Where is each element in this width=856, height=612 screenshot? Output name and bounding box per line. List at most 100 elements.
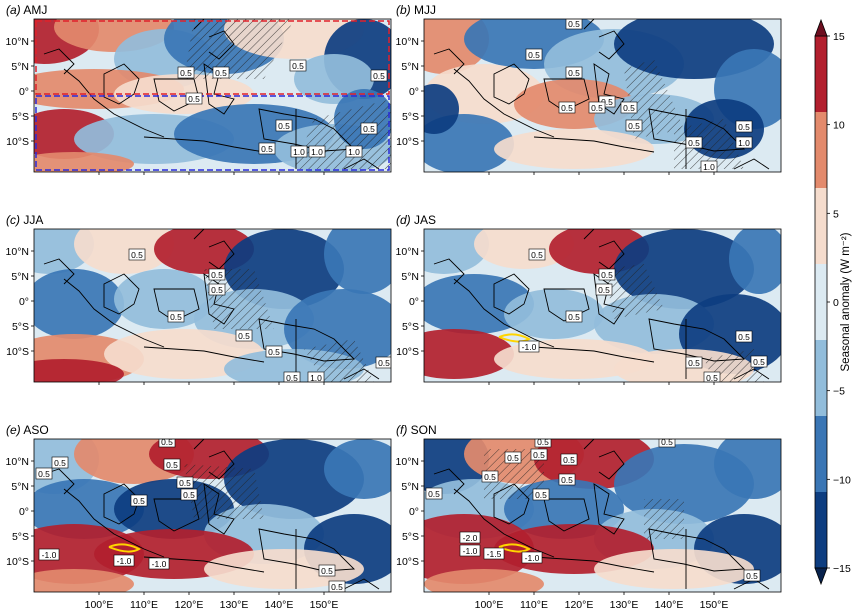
lon-tick-label: 140°E	[655, 599, 684, 611]
svg-text:0.5: 0.5	[238, 331, 250, 341]
coastline	[583, 19, 625, 60]
contour-label: 0.5	[625, 119, 643, 132]
coastline	[543, 498, 590, 532]
contour-label: 1.0	[308, 145, 326, 158]
lat-tick-label: 5°N	[11, 61, 29, 73]
contour-label: 1.0	[700, 160, 718, 172]
svg-text:0.5: 0.5	[363, 124, 375, 134]
contour-label: 0.5	[180, 488, 198, 501]
coastline	[453, 488, 555, 558]
colorbar-segment	[815, 112, 827, 188]
coastline	[153, 78, 200, 112]
contour-label: 1.0	[307, 371, 325, 382]
svg-text:0.5: 0.5	[568, 68, 580, 78]
significance-hatching	[604, 264, 664, 319]
coastline	[648, 108, 746, 152]
anomaly-field-blob	[74, 229, 174, 274]
contour-label: 0.5	[167, 310, 185, 323]
contour-label: 0.5	[565, 66, 583, 79]
panel-title: (d) JAS	[396, 213, 436, 227]
svg-text:0.5: 0.5	[286, 373, 298, 383]
coastline	[433, 258, 465, 285]
coastline	[543, 78, 590, 112]
svg-text:0.5: 0.5	[180, 68, 192, 78]
svg-text:0.5: 0.5	[591, 103, 603, 113]
lat-tick-label: 5°S	[12, 531, 29, 543]
contour-label: 1.0	[290, 145, 308, 158]
coastline	[453, 68, 555, 138]
svg-text:0.5: 0.5	[533, 450, 545, 460]
lon-tick-label: 100°E	[475, 599, 504, 611]
anomaly-field-blob	[424, 329, 514, 379]
contour-label: 0.5	[532, 488, 550, 501]
lat-tick-label: 0°	[19, 506, 29, 518]
svg-text:-1.0: -1.0	[117, 556, 132, 566]
colorbar: 15 10 5 0 −5 −10 −15 Seasonal anomaly (W m⁻²)	[814, 18, 852, 586]
colorbar-tick-label: 15	[833, 31, 845, 43]
coastline	[648, 318, 746, 362]
coastline	[433, 468, 465, 495]
coastline	[143, 346, 265, 363]
panel-frame	[33, 228, 392, 383]
contour-label: 0.5	[265, 345, 283, 358]
colorbar-tick-label: 5	[833, 208, 839, 220]
contour-label: 0.5	[375, 356, 391, 369]
lat-tick-label: 5°N	[11, 481, 29, 493]
colorbar-top-arrow	[814, 18, 828, 37]
lat-tick-label: 10°N	[396, 246, 419, 258]
coastline	[63, 278, 165, 348]
contour-label: 0.5	[598, 95, 616, 108]
colorbar-segment	[815, 492, 827, 568]
lon-tick-label: 110°E	[130, 599, 158, 611]
svg-text:0.5: 0.5	[598, 285, 610, 295]
panel-title: (b) MJJ	[396, 3, 436, 17]
anomaly-field-blob	[324, 439, 391, 499]
colorbar-tick-label: 10	[833, 120, 845, 132]
panel-frame	[33, 438, 392, 593]
svg-text:-1.0: -1.0	[463, 546, 478, 556]
anomaly-field-blob	[424, 569, 544, 592]
contour-label: 1.0	[735, 136, 753, 149]
contour-label: 0.5	[158, 439, 176, 448]
contour-label: 0.5	[595, 283, 613, 296]
significance-hatching	[184, 464, 264, 519]
panel-title: (a) AMJ	[6, 3, 47, 17]
colorbar-segment	[815, 416, 827, 492]
lat-tick-label: 5°S	[402, 531, 419, 543]
colorbar-label: Seasonal anomaly (W m⁻²)	[840, 232, 852, 371]
anomaly-field-blob	[729, 229, 781, 294]
coastline	[453, 278, 555, 348]
lon-tick-label: 130°E	[220, 599, 249, 611]
anomaly-field-blob	[424, 84, 459, 134]
svg-text:-1.0: -1.0	[522, 342, 537, 352]
svg-text:0.5: 0.5	[38, 469, 50, 479]
panel-jas: 0.5 0.5 0.5 0.5 0.5 0.5 0.5 0.5 -1.0 (d) JAS 10°N 5…	[396, 213, 782, 385]
svg-text:-2.0: -2.0	[463, 533, 478, 543]
contour-label: 0.5	[177, 66, 195, 79]
contour-label: 0.5	[558, 101, 576, 114]
contour-label: 0.5	[185, 92, 203, 105]
anomaly-field-blob	[34, 479, 144, 539]
anomaly-field-blob	[474, 229, 574, 269]
panel-title: (e) ASO	[6, 423, 49, 437]
contour-label: 0.5	[235, 329, 253, 342]
lat-tick-label: 10°N	[396, 36, 419, 48]
lat-tick-label: 10°N	[6, 456, 29, 468]
panel-frame	[33, 18, 392, 173]
contour-label: 0.5	[534, 439, 552, 448]
coastline	[103, 273, 140, 315]
svg-text:0.5: 0.5	[738, 332, 750, 342]
lat-tick-label: 10°N	[6, 246, 29, 258]
svg-text:0.5: 0.5	[133, 496, 145, 506]
lat-tick-label: 5°N	[11, 271, 29, 283]
significance-hatching	[484, 449, 544, 499]
colorbar-segment	[815, 264, 827, 340]
colorbar-tick-label: 0	[833, 297, 839, 309]
contour-label: 0.5	[208, 283, 226, 296]
svg-text:0.5: 0.5	[746, 571, 758, 581]
svg-text:0.5: 0.5	[268, 347, 280, 357]
contour-label: 0.5	[565, 19, 583, 30]
contour-label: 0.5	[212, 66, 230, 79]
contour-label: 0.5	[163, 458, 181, 471]
lon-tick-label: 120°E	[565, 599, 594, 611]
